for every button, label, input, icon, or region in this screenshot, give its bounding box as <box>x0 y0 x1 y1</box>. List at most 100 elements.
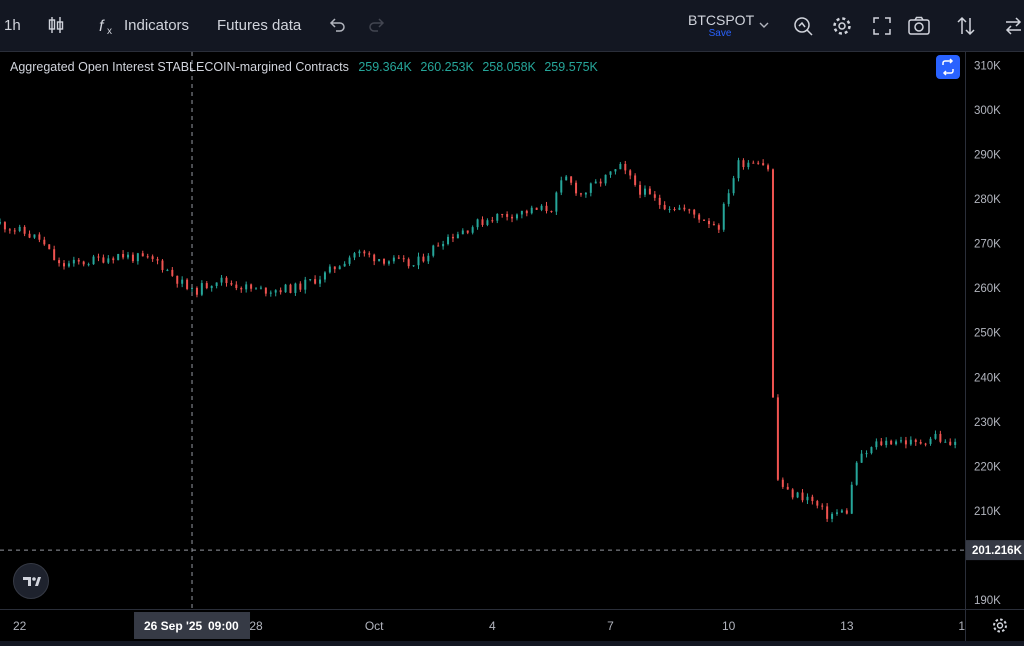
candle <box>402 255 405 263</box>
legend: Aggregated Open Interest STABLECOIN-marg… <box>10 60 603 74</box>
candle <box>875 438 878 450</box>
time-axis[interactable]: 22 28 Oct 4 7 10 13 16 26 Sep '25 09:00 <box>0 609 972 641</box>
candle <box>314 275 317 285</box>
candle <box>235 281 238 291</box>
replay-icon[interactable] <box>1003 0 1024 51</box>
candle <box>255 287 258 290</box>
candle <box>97 253 100 262</box>
candle <box>801 489 804 503</box>
candle <box>919 439 922 445</box>
candle <box>58 257 61 267</box>
candle <box>589 182 592 197</box>
candle <box>461 228 464 235</box>
alert-icon[interactable] <box>792 0 814 51</box>
interval-button[interactable]: 1h <box>4 17 21 34</box>
candle <box>476 218 479 230</box>
candle <box>816 499 819 509</box>
candle <box>348 255 351 266</box>
candle <box>456 231 459 239</box>
candle <box>880 438 883 447</box>
chart-pane[interactable]: Aggregated Open Interest STABLECOIN-marg… <box>0 52 965 609</box>
undo-icon[interactable] <box>327 0 347 51</box>
candle <box>732 175 735 196</box>
time-tick-label: 22 <box>13 619 27 633</box>
candle <box>683 204 686 212</box>
candle <box>821 503 824 510</box>
compare-icon[interactable] <box>956 0 976 51</box>
candle <box>447 234 450 246</box>
candle <box>294 282 297 296</box>
price-axis[interactable]: 310K 300K 290K 280K 270K 260K 250K 240K 230K 220K… <box>965 52 1024 609</box>
candle <box>525 209 528 217</box>
tradingview-logo-icon[interactable] <box>13 563 49 599</box>
candle <box>141 250 144 257</box>
futures-data-button[interactable]: Futures data <box>217 17 302 34</box>
symbol-name: BTCSPOT <box>688 12 755 28</box>
fullscreen-icon[interactable] <box>871 0 893 51</box>
candle <box>0 218 1 225</box>
chart-canvas[interactable] <box>0 52 965 609</box>
candle <box>191 287 194 293</box>
candle <box>831 512 834 523</box>
time-tick-label: 13 <box>840 619 854 633</box>
candle <box>195 286 198 298</box>
candle <box>171 267 174 277</box>
svg-text:f: f <box>99 18 105 35</box>
reset-scale-button[interactable] <box>936 55 960 79</box>
candle <box>924 442 927 447</box>
candle <box>811 494 814 505</box>
legend-value-close: 259.575K <box>544 60 598 74</box>
time-crosshair-date: 26 Sep '25 <box>144 619 203 633</box>
candle <box>535 207 538 210</box>
candle <box>13 227 16 235</box>
time-tick-label: 7 <box>607 619 614 633</box>
candle <box>353 251 356 261</box>
candle <box>368 251 371 258</box>
legend-value-high: 260.253K <box>420 60 474 74</box>
candle <box>835 509 838 516</box>
candle <box>742 158 745 170</box>
candle <box>117 253 120 261</box>
candles-icon[interactable] <box>46 0 74 51</box>
candle <box>422 253 425 263</box>
candle <box>466 230 469 235</box>
candle <box>210 285 213 292</box>
redo-icon[interactable] <box>367 0 387 51</box>
candle <box>392 255 395 264</box>
candle <box>299 281 302 292</box>
candle <box>225 276 228 287</box>
candle <box>48 244 51 250</box>
candle <box>181 276 184 288</box>
candle <box>127 251 130 260</box>
settings-icon[interactable] <box>965 609 1024 641</box>
time-tick-label: 4 <box>489 619 496 633</box>
price-tick-label: 230K <box>974 417 1001 429</box>
candle <box>599 178 602 187</box>
candle <box>417 252 420 270</box>
candle <box>663 201 666 211</box>
candle <box>87 262 90 267</box>
candle <box>762 159 765 166</box>
candle <box>776 394 779 481</box>
chevron-down-icon[interactable] <box>757 0 771 51</box>
candle <box>914 438 917 446</box>
candle <box>629 169 632 180</box>
candle <box>304 276 307 294</box>
candle <box>890 439 893 446</box>
candle <box>520 210 523 219</box>
candle <box>269 290 272 297</box>
gear-icon[interactable] <box>831 0 853 51</box>
save-link[interactable]: Save <box>708 28 732 39</box>
candle <box>575 180 578 196</box>
candle <box>703 219 706 221</box>
candle <box>515 213 518 221</box>
candle <box>200 280 203 297</box>
camera-icon[interactable] <box>907 0 931 51</box>
time-axis-canvas: 22 28 Oct 4 7 10 13 16 26 Sep '25 09:00 <box>13 612 972 639</box>
candle <box>279 287 282 295</box>
symbol-button[interactable]: BTCSPOT Save <box>688 12 755 40</box>
candle <box>806 493 809 505</box>
candle <box>506 211 509 221</box>
